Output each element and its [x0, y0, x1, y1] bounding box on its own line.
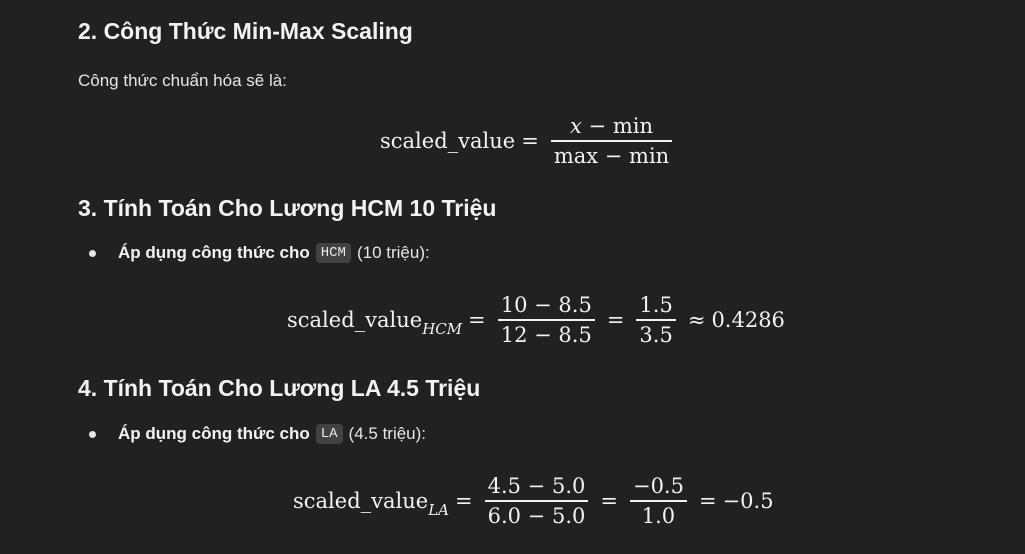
- equals-sign: =: [606, 307, 625, 332]
- fraction-denominator: 6.0 − 5.0: [487, 503, 586, 528]
- bullet-rest-text: (4.5 triệu):: [348, 424, 427, 443]
- bullet-item-hcm: Áp dụng công thức cho HCM (10 triệu):: [78, 243, 430, 263]
- fraction-denominator: 3.5: [639, 322, 673, 347]
- fraction-bar: [484, 500, 589, 502]
- fraction-1: 10 − 8.5 12 − 8.5: [497, 291, 595, 349]
- bullet-item-la: Áp dụng công thức cho LA (4.5 triệu):: [78, 424, 426, 444]
- section-heading-min-max: 2. Công Thức Min-Max Scaling: [78, 18, 413, 44]
- fraction-numerator: 10 − 8.5: [500, 293, 592, 317]
- equals-sign: =: [600, 488, 618, 513]
- fraction-bar: [636, 319, 676, 321]
- fraction: x − min max − min: [550, 112, 673, 170]
- fraction-2: 1.5 3.5: [636, 291, 676, 349]
- numerator-rest: − min: [581, 114, 653, 138]
- fraction-1: 4.5 − 5.0 6.0 − 5.0: [484, 472, 589, 530]
- approx-sign: ≈: [687, 307, 706, 332]
- formula-la: scaled_value LA = 4.5 − 5.0 6.0 − 5.0 = −…: [293, 472, 774, 530]
- equals-sign: =: [455, 488, 473, 513]
- fraction-2: −0.5 1.0: [629, 472, 687, 530]
- formula-subscript: LA: [428, 500, 449, 519]
- equals-sign: =: [698, 488, 717, 513]
- intro-paragraph: Công thức chuẩn hóa sẽ là:: [78, 71, 287, 90]
- formula-min-max: scaled_value = x − min max − min: [380, 112, 678, 170]
- bullet-bold-text: Áp dụng công thức cho: [118, 424, 310, 443]
- fraction-bar: [550, 140, 673, 142]
- fraction-bar: [629, 500, 687, 502]
- formula-lhs: scaled_value: [293, 488, 429, 513]
- fraction-bar: [497, 319, 595, 321]
- formula-subscript: HCM: [422, 319, 463, 338]
- formula-result: 0.4286: [711, 307, 785, 332]
- equals-sign: =: [521, 128, 539, 153]
- fraction-numerator: 1.5: [639, 293, 673, 317]
- bullet-dot-icon: [89, 430, 96, 438]
- inline-code: LA: [315, 424, 343, 444]
- inline-code: HCM: [315, 243, 351, 263]
- formula-lhs: scaled_value: [287, 307, 423, 332]
- bullet-rest-text: (10 triệu):: [356, 243, 430, 262]
- fraction-denominator: 12 − 8.5: [500, 322, 592, 347]
- formula-result: −0.5: [722, 488, 774, 513]
- formula-hcm: scaled_value HCM = 10 − 8.5 12 − 8.5 = 1.…: [287, 291, 785, 349]
- bullet-bold-text: Áp dụng công thức cho: [118, 243, 310, 262]
- section-heading-la: 4. Tính Toán Cho Lương LA 4.5 Triệu: [78, 375, 481, 401]
- fraction-denominator: max − min: [553, 143, 670, 168]
- fraction-numerator: x − min: [567, 112, 656, 140]
- fraction-numerator: −0.5: [632, 474, 684, 498]
- fraction-numerator: 4.5 − 5.0: [487, 474, 586, 498]
- variable-x: x: [570, 114, 582, 138]
- bullet-dot-icon: [89, 249, 96, 257]
- section-heading-hcm: 3. Tính Toán Cho Lương HCM 10 Triệu: [78, 195, 497, 221]
- formula-lhs: scaled_value: [380, 128, 516, 153]
- fraction-denominator: 1.0: [641, 503, 676, 528]
- equals-sign: =: [468, 307, 486, 332]
